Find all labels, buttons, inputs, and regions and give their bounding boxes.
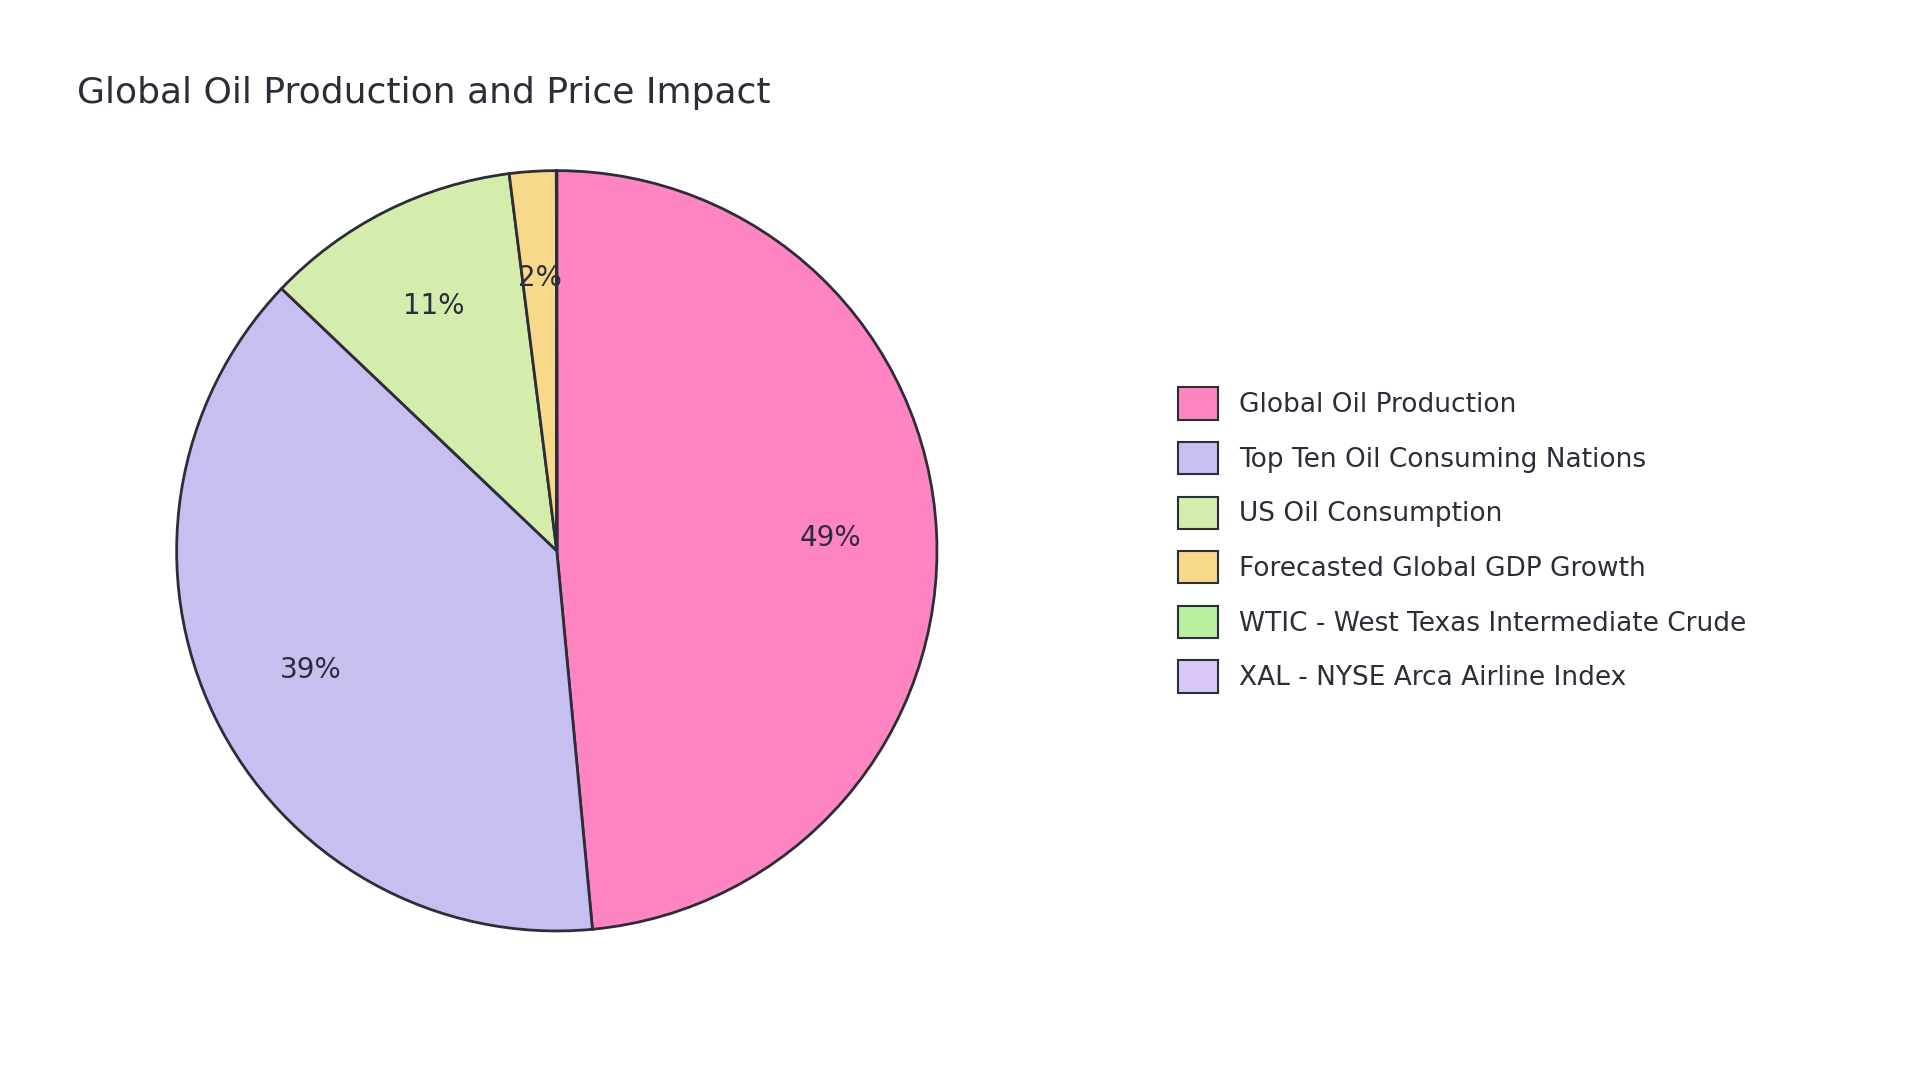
Text: Global Oil Production and Price Impact: Global Oil Production and Price Impact xyxy=(77,76,770,109)
Text: 11%: 11% xyxy=(403,293,465,321)
Wedge shape xyxy=(509,171,557,551)
Text: 39%: 39% xyxy=(280,657,342,685)
Text: 49%: 49% xyxy=(799,524,860,552)
Wedge shape xyxy=(177,288,593,931)
Text: 2%: 2% xyxy=(518,264,561,292)
Legend: Global Oil Production, Top Ten Oil Consuming Nations, US Oil Consumption, Foreca: Global Oil Production, Top Ten Oil Consu… xyxy=(1165,374,1759,706)
Wedge shape xyxy=(557,171,937,929)
Wedge shape xyxy=(282,174,557,551)
